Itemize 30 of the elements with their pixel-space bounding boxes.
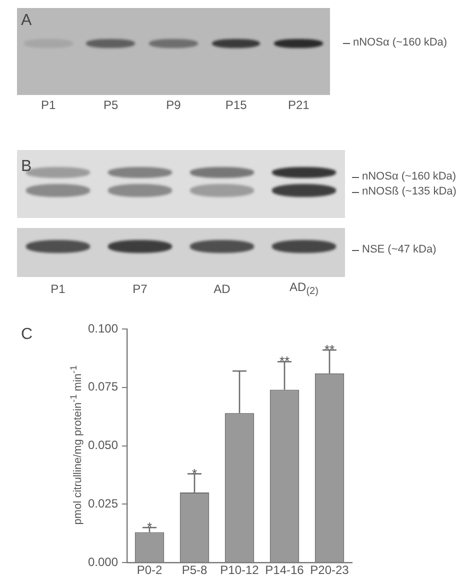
x-tick-label: P20-23 — [310, 563, 350, 578]
y-tick-label: 0.050 — [88, 438, 118, 452]
annotation: * — [146, 520, 152, 535]
category-label: P1 — [50, 282, 66, 296]
text: nNOSα (~160 kDa) — [362, 170, 456, 184]
x-tick-label: P0-2 — [136, 563, 162, 578]
text: B — [21, 157, 32, 176]
category-label: P9 — [166, 98, 181, 112]
x-tick-label: P5-8 — [182, 563, 208, 578]
y-tick-label: 0.000 — [88, 554, 118, 569]
text: NSE (~47 kDa) — [362, 243, 436, 257]
category-label: P5 — [104, 98, 118, 112]
y-tick-label: 0.025 — [88, 496, 118, 511]
annotation: ** — [324, 342, 335, 358]
category-label: P7 — [132, 282, 148, 296]
category-label: P1 — [40, 98, 56, 112]
annotation: ** — [279, 354, 290, 369]
x-tick-label: P10-12 — [220, 563, 260, 578]
y-tick-label: 0.100 — [88, 321, 118, 336]
chart-title: C — [21, 325, 33, 344]
y-tick-label: 0.075 — [88, 380, 118, 394]
category-label: AD — [214, 282, 230, 296]
category-label: P21 — [288, 98, 310, 112]
text: nNOSß (~135 kDa) — [362, 185, 456, 199]
x-tick-label: P14-16 — [265, 563, 304, 578]
category-label: AD$_{(2)}$ — [290, 280, 318, 298]
text: A — [21, 11, 32, 30]
category-label: P15 — [225, 98, 247, 112]
annotation: * — [192, 466, 198, 481]
text: nNOSα (~160 kDa) — [353, 36, 448, 50]
